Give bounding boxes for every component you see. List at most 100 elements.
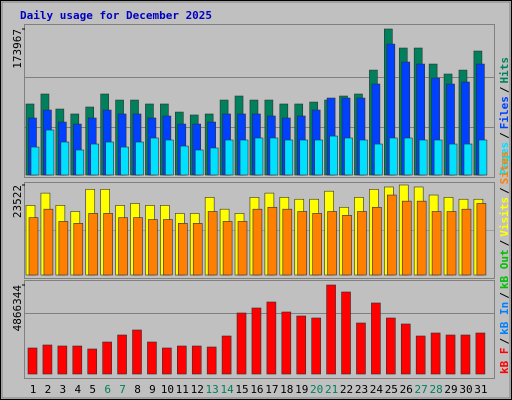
x-tick-label: 8 bbox=[134, 383, 141, 396]
x-tick-label: 30 bbox=[459, 383, 472, 396]
x-tick-label: 23 bbox=[355, 383, 368, 396]
bar bbox=[433, 139, 443, 176]
bar bbox=[281, 311, 292, 375]
legend-entry: Hits bbox=[498, 57, 511, 84]
bar bbox=[191, 345, 202, 375]
bar bbox=[194, 149, 204, 176]
bar bbox=[342, 215, 352, 276]
x-tick-label: 26 bbox=[400, 383, 413, 396]
bar bbox=[42, 344, 53, 375]
bar bbox=[446, 211, 457, 276]
bar bbox=[476, 203, 487, 276]
bar bbox=[478, 139, 488, 176]
legend-entry: Files bbox=[498, 96, 511, 129]
x-tick-label: 3 bbox=[60, 383, 67, 396]
legend-entry: kB Out bbox=[498, 249, 511, 289]
x-tick-label: 25 bbox=[385, 383, 398, 396]
bar bbox=[344, 137, 353, 176]
x-tick-label: 22 bbox=[340, 383, 353, 396]
bar bbox=[403, 137, 413, 176]
bar bbox=[386, 317, 396, 375]
x-tick-label: 14 bbox=[220, 383, 234, 396]
bar bbox=[148, 219, 158, 276]
bar bbox=[267, 206, 278, 276]
bar bbox=[237, 221, 248, 276]
bar bbox=[43, 208, 54, 276]
bar bbox=[314, 139, 323, 176]
bar bbox=[252, 208, 263, 276]
bar bbox=[102, 341, 112, 375]
bar bbox=[387, 194, 397, 276]
bar bbox=[120, 146, 129, 176]
bar bbox=[90, 143, 100, 176]
x-tick-label: 31 bbox=[474, 383, 487, 396]
bar bbox=[132, 329, 142, 375]
bar bbox=[389, 137, 398, 176]
bar bbox=[463, 143, 473, 176]
y-tick-label: 4866344 bbox=[11, 285, 24, 332]
x-tick-label: 27 bbox=[415, 383, 428, 396]
bar bbox=[327, 211, 337, 276]
x-tick-label: 10 bbox=[161, 383, 174, 396]
x-tick-label: 1 bbox=[30, 383, 37, 396]
legend-separator: / bbox=[498, 86, 511, 93]
legend-entry: Visits bbox=[498, 197, 511, 237]
x-tick-label: 18 bbox=[280, 383, 293, 396]
bar bbox=[57, 345, 68, 375]
bar bbox=[28, 217, 39, 276]
x-tick-label: 12 bbox=[191, 383, 204, 396]
x-tick-label: 20 bbox=[310, 383, 323, 396]
bar bbox=[103, 213, 113, 276]
bar bbox=[87, 348, 98, 375]
bar bbox=[177, 345, 187, 375]
bar bbox=[147, 341, 157, 375]
bar bbox=[206, 346, 217, 375]
bar bbox=[311, 317, 321, 375]
legend-entry: kB In bbox=[498, 302, 511, 335]
bar bbox=[60, 141, 70, 176]
bar bbox=[105, 141, 114, 176]
bar bbox=[445, 334, 456, 375]
bar bbox=[27, 347, 38, 375]
bar bbox=[133, 217, 143, 276]
legend: kB F / kB In / kB Out / Visits / Sites bbox=[498, 151, 511, 374]
bar bbox=[461, 208, 472, 276]
y-tick-label: 23522 bbox=[11, 185, 24, 218]
bar bbox=[221, 335, 232, 375]
bar bbox=[299, 139, 309, 176]
bar bbox=[359, 139, 368, 176]
chart-title: Daily usage for December 2025 bbox=[20, 9, 212, 22]
bar bbox=[284, 139, 294, 176]
bar bbox=[73, 223, 84, 276]
bar bbox=[178, 223, 188, 276]
x-tick-label: 28 bbox=[429, 383, 442, 396]
bar bbox=[165, 139, 174, 176]
x-tick-label: 29 bbox=[444, 383, 457, 396]
bar bbox=[239, 139, 249, 176]
bar bbox=[269, 137, 279, 176]
x-tick-label: 21 bbox=[325, 383, 338, 396]
x-tick-label: 17 bbox=[265, 383, 278, 396]
bar bbox=[222, 221, 233, 276]
y-tick-label: 173967 bbox=[11, 29, 24, 69]
bar bbox=[236, 312, 247, 375]
x-tick-label: 15 bbox=[235, 383, 248, 396]
bar bbox=[296, 315, 307, 375]
x-tick-label: 16 bbox=[250, 383, 263, 396]
legend-entry: Pages bbox=[498, 142, 511, 175]
legend: Pages / Files / Hits bbox=[498, 57, 511, 175]
bar bbox=[150, 137, 159, 176]
x-tick-label: 11 bbox=[176, 383, 189, 396]
bar bbox=[297, 211, 308, 276]
bar bbox=[475, 332, 486, 375]
bar bbox=[372, 206, 382, 276]
bar bbox=[254, 137, 264, 176]
x-tick-label: 19 bbox=[295, 383, 308, 396]
bar bbox=[371, 302, 381, 375]
legend-separator: / bbox=[498, 292, 511, 299]
bar bbox=[88, 213, 99, 276]
legend-separator: / bbox=[498, 132, 511, 139]
bar bbox=[163, 219, 173, 276]
